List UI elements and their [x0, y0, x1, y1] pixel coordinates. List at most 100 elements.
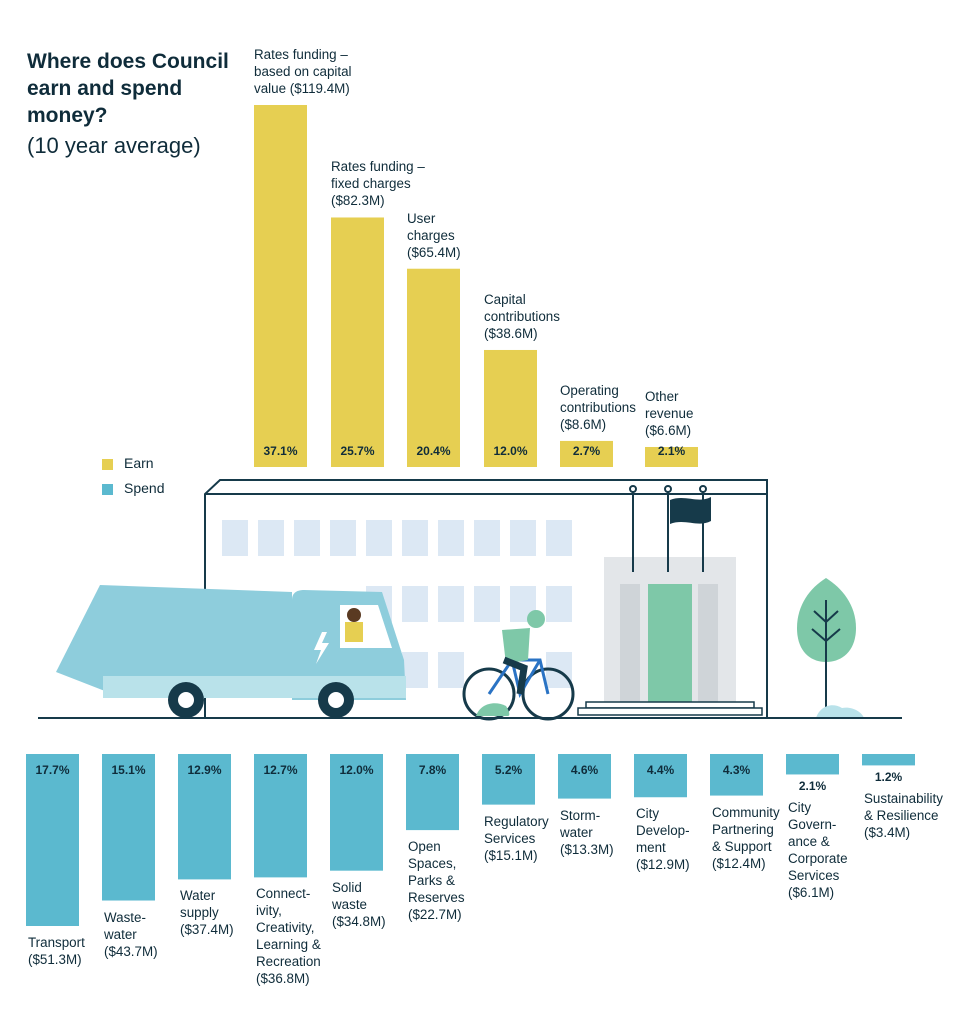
earn-data-label: 20.4% — [416, 444, 451, 458]
spend-category-label: Develop- — [636, 823, 690, 839]
earn-category-label: ($38.6M) — [484, 325, 538, 341]
spend-category-label: water — [104, 926, 137, 942]
spend-bar — [862, 754, 915, 766]
earn-bars — [254, 105, 698, 467]
spend-bar — [634, 754, 687, 798]
spend-category-label: ($12.9M) — [636, 857, 690, 873]
spend-data-label: 1.2% — [874, 770, 903, 785]
tree-icon — [797, 578, 856, 716]
earn-category-label: contributions — [560, 399, 636, 415]
spend-data-label: 15.1% — [111, 763, 146, 777]
spend-category-label: ($43.7M) — [104, 943, 158, 959]
spend-category-label: ($15.1M) — [484, 847, 538, 863]
shrub-icon — [816, 705, 864, 718]
spend-bar — [406, 754, 459, 831]
flag-icon — [670, 497, 711, 524]
spend-category-label: Recreation — [256, 954, 321, 970]
spend-category-label: Open — [408, 839, 441, 855]
spend-bar — [786, 754, 839, 775]
spend-category-label: Waste- — [104, 909, 146, 925]
legend-swatch-earn — [102, 459, 113, 470]
earn-category-label: ($82.3M) — [331, 193, 385, 209]
spend-category-label: & Support — [712, 838, 772, 854]
spend-category-label: City — [788, 800, 812, 816]
earn-data-label: 12.0% — [493, 444, 528, 458]
page-title: Where does Council earn and spend money? — [27, 50, 229, 127]
earn-bar — [484, 349, 537, 467]
spend-category-label: Services — [484, 830, 536, 846]
earn-bar — [560, 440, 613, 467]
truck-driver — [345, 622, 363, 642]
entrance-door — [648, 584, 692, 706]
spend-category-label: ($13.3M) — [560, 841, 614, 857]
electric-bolt-icon — [314, 632, 329, 664]
spend-data-label: 5.2% — [494, 763, 523, 777]
spend-bar — [26, 754, 79, 926]
spend-data-label: 2.1% — [798, 779, 827, 794]
spend-category-label: Govern- — [788, 817, 837, 833]
legend-label-earn: Earn — [124, 455, 154, 471]
legend-swatch-spend — [102, 484, 113, 495]
spend-data-label: 4.3% — [722, 763, 751, 777]
spend-data-label: 12.0% — [339, 763, 374, 777]
spend-category-label: Creativity, — [256, 920, 315, 936]
spend-category-label: ($51.3M) — [28, 952, 82, 967]
spend-bar — [254, 754, 307, 878]
spend-category-label: & Resilience — [864, 808, 939, 824]
earn-category-label: ($65.4M) — [407, 244, 461, 260]
spend-category-label: water — [560, 824, 593, 840]
spend-bar — [482, 754, 535, 805]
earn-category-label: revenue — [645, 405, 694, 421]
spend-data-label: 7.8% — [418, 763, 447, 777]
spend-category-label: Corporate — [788, 851, 848, 867]
spend-category-label: ($34.8M) — [332, 913, 386, 929]
spend-category-label: Storm- — [560, 807, 601, 823]
rubbish-truck-icon — [56, 585, 406, 718]
earn-bar — [254, 105, 307, 467]
earn-category-label: value ($119.4M) — [254, 81, 350, 96]
spend-category-label: ivity, — [256, 903, 282, 919]
earn-category-label: charges — [407, 227, 455, 243]
spend-category-label: Sustainability — [864, 791, 943, 807]
page-subtitle: (10 year average) — [27, 133, 201, 158]
bush-icon — [476, 703, 510, 716]
earn-bar — [407, 268, 460, 467]
spend-category-label: ($37.4M) — [180, 922, 234, 938]
earn-category-label: Rates funding – — [331, 159, 425, 175]
spend-category-label: City — [636, 806, 660, 822]
spend-category-label: Spaces, — [408, 856, 457, 872]
spend-category-label: ($22.7M) — [408, 907, 462, 923]
spend-category-label: Community — [712, 804, 780, 820]
spend-data-label: 4.4% — [646, 763, 675, 777]
spend-category-label: Transport — [28, 935, 85, 950]
spend-category-label: Services — [788, 868, 840, 884]
spend-data-label: 12.9% — [187, 763, 222, 777]
earn-bar — [331, 217, 384, 467]
spend-category-label: ance & — [788, 834, 830, 850]
spend-bar — [178, 754, 231, 880]
earn-category-label: ($8.6M) — [560, 416, 607, 432]
earn-category-label: Operating — [560, 382, 619, 398]
earn-category-label: fixed charges — [331, 176, 411, 192]
spend-category-label: Connect- — [256, 886, 311, 902]
spend-category-label: ($12.4M) — [712, 855, 766, 871]
earn-category-label: ($6.6M) — [645, 422, 692, 438]
spend-category-label: Solid — [332, 879, 362, 895]
spend-category-label: supply — [180, 905, 219, 921]
spend-category-label: ($3.4M) — [864, 825, 911, 841]
spend-category-label: Reserves — [408, 890, 465, 906]
earn-category-label: User — [407, 210, 436, 226]
spend-category-label: Parks & — [408, 873, 455, 889]
earn-bar — [645, 446, 698, 467]
earn-data-label: 2.1% — [657, 444, 686, 458]
spend-category-label: Learning & — [256, 937, 321, 953]
spend-data-label: 4.6% — [570, 763, 599, 777]
spend-category-label: ment — [636, 840, 666, 856]
spend-category-label: ($6.1M) — [788, 885, 835, 901]
spend-category-label: Water — [180, 888, 216, 904]
spend-category-label: waste — [332, 896, 367, 912]
spend-bar — [102, 754, 155, 901]
spend-category-label: Partnering — [712, 821, 774, 837]
spend-category-label: ($36.8M) — [256, 971, 310, 987]
